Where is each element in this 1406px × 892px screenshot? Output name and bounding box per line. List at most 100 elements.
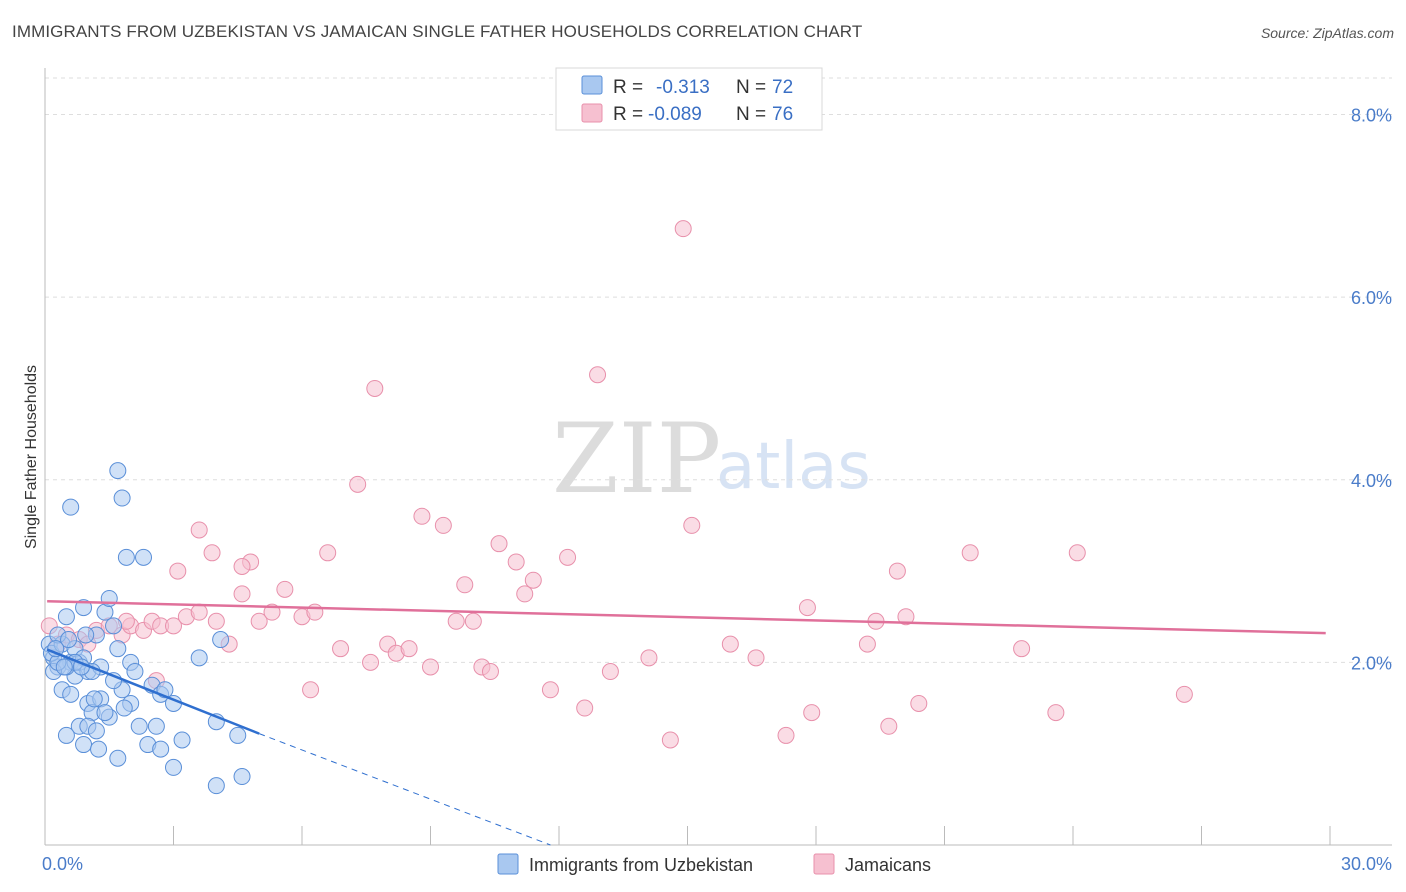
jamaicans-point-33: [447, 612, 465, 630]
jamaicans-point-20: [276, 580, 294, 598]
uzbekistan-point-44: [152, 740, 170, 758]
jamaicans-point-56: [880, 717, 898, 735]
jamaicans-point-71: [302, 681, 320, 699]
uzbekistan-point-50: [207, 777, 225, 795]
uzbekistan-point-38: [57, 726, 75, 744]
jamaicans-point-74: [464, 612, 482, 630]
uzbekistan-point-65: [77, 626, 95, 644]
jamaicans-point-47: [674, 220, 692, 238]
jamaicans-point-65: [366, 379, 384, 397]
jamaicans-point-17: [233, 585, 251, 603]
x-tick-label-min: 0.0%: [42, 854, 83, 874]
trend-lines: [46, 599, 1326, 846]
axes: [44, 68, 1392, 846]
watermark-zip: ZIP: [552, 403, 721, 515]
uzbekistan-point-37: [135, 548, 153, 566]
uzbekistan-point-60: [126, 663, 144, 681]
uzbekistan-point-15: [109, 640, 127, 658]
jamaicans-point-51: [777, 726, 795, 744]
jamaicans-point-44: [601, 663, 619, 681]
source-label: Source: ZipAtlas.com: [1260, 25, 1394, 41]
uzbekistan-point-48: [229, 726, 247, 744]
jamaicans-point-67: [190, 521, 208, 539]
jamaicans-point-43: [576, 699, 594, 717]
uzbekistan-point-42: [109, 749, 127, 767]
uzbekistan-point-9: [75, 599, 93, 617]
y-tick-labels: 2.0% 4.0% 6.0% 8.0%: [1351, 106, 1392, 674]
jamaicans-point-52: [798, 599, 816, 617]
jamaicans-point-45: [640, 649, 658, 667]
jamaicans-point-61: [1013, 640, 1031, 658]
jamaicans-point-63: [1068, 544, 1086, 562]
uzbekistan-point-70: [147, 717, 165, 735]
jamaicans-point-41: [541, 681, 559, 699]
jamaicans-point-36: [481, 663, 499, 681]
uzbekistan-point-59: [96, 704, 114, 722]
jamaicans-point-60: [961, 544, 979, 562]
jamaicans-point-49: [721, 635, 739, 653]
jamaicans-point-53: [803, 704, 821, 722]
jamaicans-point-30: [413, 507, 431, 525]
jamaicans-trend-line: [47, 599, 1326, 635]
uzbekistan-point-66: [85, 690, 103, 708]
jamaicans-point-34: [456, 576, 474, 594]
bottom-legend-swatch-jamaicans: [813, 853, 835, 875]
uzbekistan-point-52: [190, 649, 208, 667]
legend-n-label-1: N =: [736, 77, 766, 98]
legend-swatch-jamaicans: [581, 103, 603, 123]
uzbekistan-point-67: [115, 699, 133, 717]
x-tick-labels: 0.0% 30.0%: [42, 854, 1392, 874]
jamaicans-point-46: [661, 731, 679, 749]
watermark-atlas: atlas: [716, 430, 871, 504]
jamaicans-point-48: [683, 516, 701, 534]
jamaicans-point-39: [516, 585, 534, 603]
uzbekistan-trend-line: [46, 648, 260, 735]
uzbekistan-point-34: [109, 462, 127, 480]
jamaicans-point-18: [250, 612, 268, 630]
legend-r-label-1: R =: [613, 77, 643, 98]
uzbekistan-point-36: [117, 548, 135, 566]
jamaicans-point-66: [589, 366, 607, 384]
legend-n-label-2: N =: [736, 104, 766, 125]
jamaicans-point-29: [400, 640, 418, 658]
uzbekistan-point-39: [75, 736, 93, 754]
x-tick-label-max: 30.0%: [1341, 854, 1392, 874]
y-tick-label-2: 6.0%: [1351, 288, 1392, 308]
bottom-legend-label-uzbekistan: Immigrants from Uzbekistan: [529, 855, 753, 875]
jamaicans-point-64: [1175, 685, 1193, 703]
series-uzbekistan-points: [40, 462, 251, 795]
jamaicans-point-68: [203, 544, 221, 562]
uzbekistan-point-64: [60, 631, 78, 649]
jamaicans-point-26: [362, 653, 380, 671]
y-tick-label-1: 4.0%: [1351, 471, 1392, 491]
jamaicans-point-38: [507, 553, 525, 571]
uzbekistan-point-71: [90, 740, 108, 758]
legend-r-label-2: R =: [613, 104, 643, 125]
jamaicans-point-40: [524, 571, 542, 589]
jamaicans-point-50: [747, 649, 765, 667]
uzbekistan-point-33: [62, 498, 80, 516]
uzbekistan-point-14: [105, 617, 123, 635]
uzbekistan-point-35: [113, 489, 131, 507]
bottom-legend-swatch-uzbekistan: [497, 853, 519, 875]
jamaicans-point-73: [233, 558, 251, 576]
y-tick-label-3: 8.0%: [1351, 106, 1392, 126]
jamaicans-point-31: [422, 658, 439, 676]
legend-n-value-2: 76: [772, 104, 793, 125]
legend-swatch-uzbekistan: [581, 75, 603, 95]
uzbekistan-point-41: [87, 722, 105, 740]
jamaicans-point-37: [490, 535, 508, 553]
bottom-legend-label-jamaicans: Jamaicans: [845, 855, 931, 875]
gridlines: [45, 77, 1392, 663]
jamaicans-point-12: [165, 617, 182, 635]
jamaicans-point-24: [332, 640, 350, 658]
legend-n-value-1: 72: [772, 77, 793, 98]
jamaicans-point-32: [434, 516, 452, 534]
uzbekistan-point-5: [57, 608, 75, 626]
uzbekistan-trend-extension: [258, 733, 551, 846]
y-tick-label-0: 2.0%: [1351, 653, 1392, 673]
jamaicans-point-59: [910, 694, 928, 712]
uzbekistan-point-29: [130, 717, 148, 735]
uzbekistan-point-46: [173, 731, 191, 749]
